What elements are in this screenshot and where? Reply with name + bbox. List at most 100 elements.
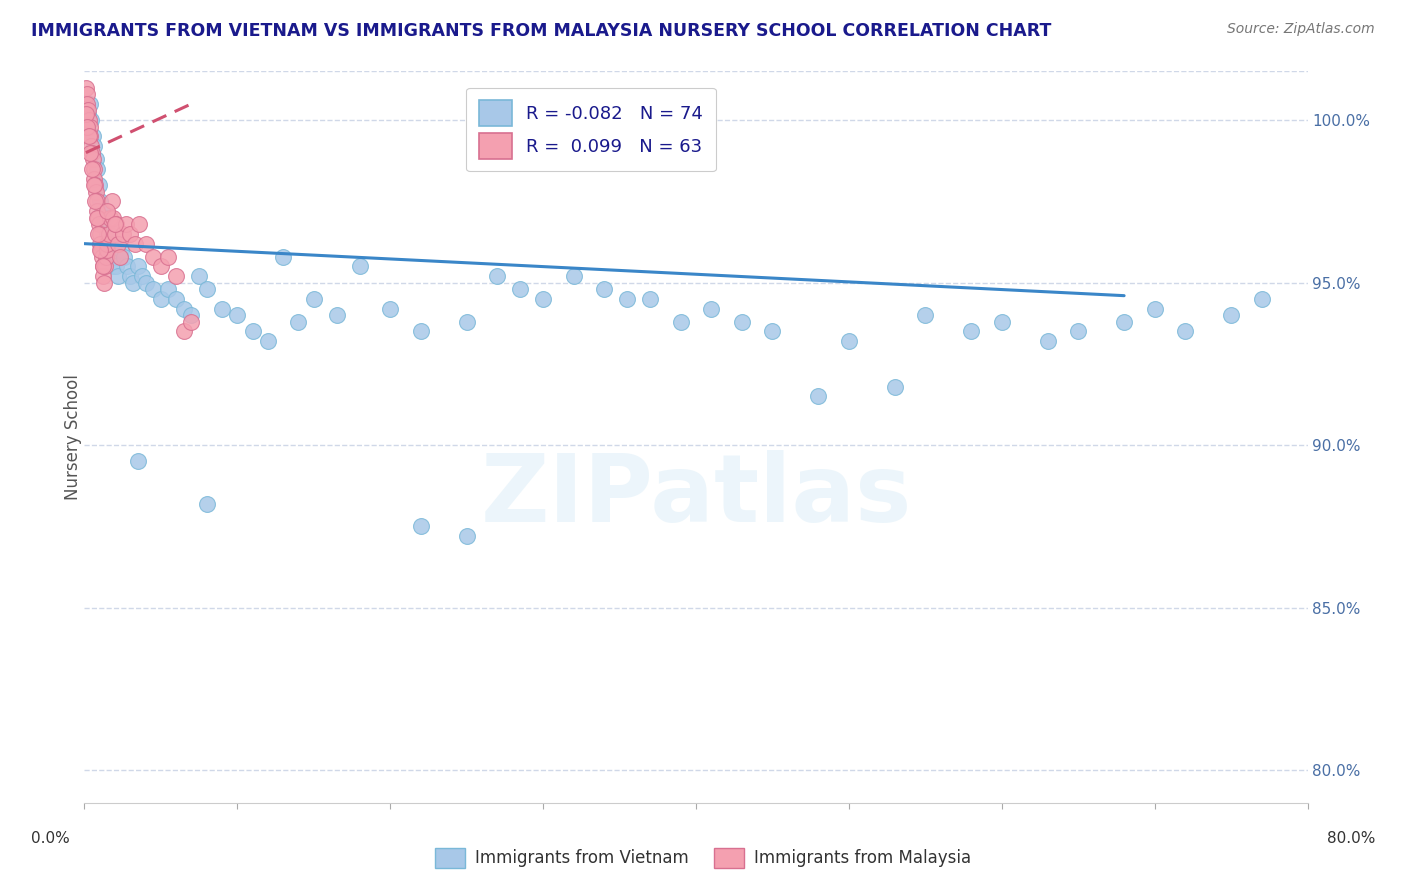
Point bbox=[103, 211, 125, 225]
Point bbox=[75, 106, 97, 120]
Point bbox=[349, 260, 371, 274]
Point bbox=[84, 178, 107, 193]
Point bbox=[89, 194, 111, 209]
Point bbox=[77, 106, 100, 120]
Point bbox=[128, 217, 150, 231]
Point bbox=[1114, 315, 1136, 329]
Point bbox=[84, 152, 107, 166]
Point bbox=[960, 325, 983, 339]
Point bbox=[173, 301, 195, 316]
Point bbox=[638, 292, 661, 306]
Point bbox=[120, 227, 142, 241]
Point bbox=[93, 269, 115, 284]
Text: IMMIGRANTS FROM VIETNAM VS IMMIGRANTS FROM MALAYSIA NURSERY SCHOOL CORRELATION C: IMMIGRANTS FROM VIETNAM VS IMMIGRANTS FR… bbox=[31, 22, 1052, 40]
Point bbox=[122, 276, 145, 290]
Legend: Immigrants from Vietnam, Immigrants from Malaysia: Immigrants from Vietnam, Immigrants from… bbox=[429, 841, 977, 875]
Point bbox=[83, 171, 105, 186]
Point bbox=[616, 292, 638, 306]
Point bbox=[86, 204, 108, 219]
Point bbox=[380, 301, 402, 316]
Point bbox=[87, 217, 110, 231]
Point bbox=[83, 139, 105, 153]
Point bbox=[165, 269, 187, 284]
Point bbox=[97, 227, 120, 241]
Point bbox=[89, 236, 111, 251]
Point bbox=[180, 315, 202, 329]
Point bbox=[127, 454, 149, 468]
Point bbox=[124, 236, 146, 251]
Point bbox=[1036, 334, 1059, 348]
Point bbox=[98, 211, 121, 225]
Point bbox=[89, 243, 111, 257]
Point bbox=[107, 236, 129, 251]
Point bbox=[257, 334, 280, 348]
Point bbox=[91, 250, 114, 264]
Point bbox=[1174, 325, 1197, 339]
Point bbox=[188, 269, 211, 284]
Point bbox=[115, 260, 138, 274]
Point bbox=[79, 145, 101, 160]
Point bbox=[103, 236, 125, 251]
Point bbox=[157, 250, 180, 264]
Point bbox=[94, 211, 117, 225]
Point bbox=[97, 236, 120, 251]
Point bbox=[456, 529, 478, 543]
Point bbox=[91, 260, 114, 274]
Point bbox=[1250, 292, 1272, 306]
Point bbox=[112, 250, 135, 264]
Point bbox=[700, 301, 723, 316]
Point bbox=[173, 325, 195, 339]
Point bbox=[149, 260, 172, 274]
Point bbox=[456, 315, 478, 329]
Y-axis label: Nursery School: Nursery School bbox=[65, 374, 82, 500]
Point bbox=[98, 250, 121, 264]
Point bbox=[86, 161, 108, 176]
Point bbox=[325, 308, 347, 322]
Point bbox=[80, 113, 103, 128]
Point bbox=[226, 308, 249, 322]
Point bbox=[838, 334, 860, 348]
Point bbox=[242, 325, 264, 339]
Point bbox=[79, 129, 101, 144]
Point bbox=[302, 292, 325, 306]
Point bbox=[108, 250, 131, 264]
Point bbox=[120, 269, 142, 284]
Point bbox=[75, 96, 97, 111]
Point bbox=[195, 497, 218, 511]
Point bbox=[96, 204, 118, 219]
Point bbox=[409, 325, 432, 339]
Point bbox=[77, 129, 100, 144]
Text: 80.0%: 80.0% bbox=[1327, 831, 1375, 847]
Point bbox=[77, 113, 100, 128]
Point bbox=[82, 152, 104, 166]
Point bbox=[287, 315, 309, 329]
Point bbox=[1220, 308, 1243, 322]
Point bbox=[76, 96, 98, 111]
Point bbox=[211, 301, 233, 316]
Point bbox=[91, 204, 114, 219]
Point bbox=[83, 161, 105, 176]
Point bbox=[93, 217, 115, 231]
Point bbox=[731, 315, 754, 329]
Point bbox=[195, 282, 218, 296]
Point bbox=[180, 308, 202, 322]
Point bbox=[142, 282, 165, 296]
Point bbox=[96, 236, 118, 251]
Point bbox=[87, 211, 110, 225]
Point bbox=[87, 227, 110, 241]
Point bbox=[531, 292, 554, 306]
Point bbox=[101, 194, 124, 209]
Point bbox=[135, 236, 157, 251]
Point bbox=[76, 87, 98, 102]
Point bbox=[991, 315, 1014, 329]
Point bbox=[142, 250, 165, 264]
Point bbox=[104, 250, 127, 264]
Point bbox=[79, 120, 101, 134]
Point bbox=[84, 185, 107, 199]
Point bbox=[91, 260, 114, 274]
Point bbox=[157, 282, 180, 296]
Point bbox=[165, 292, 187, 306]
Point bbox=[914, 308, 936, 322]
Point bbox=[409, 519, 432, 533]
Point bbox=[87, 178, 110, 193]
